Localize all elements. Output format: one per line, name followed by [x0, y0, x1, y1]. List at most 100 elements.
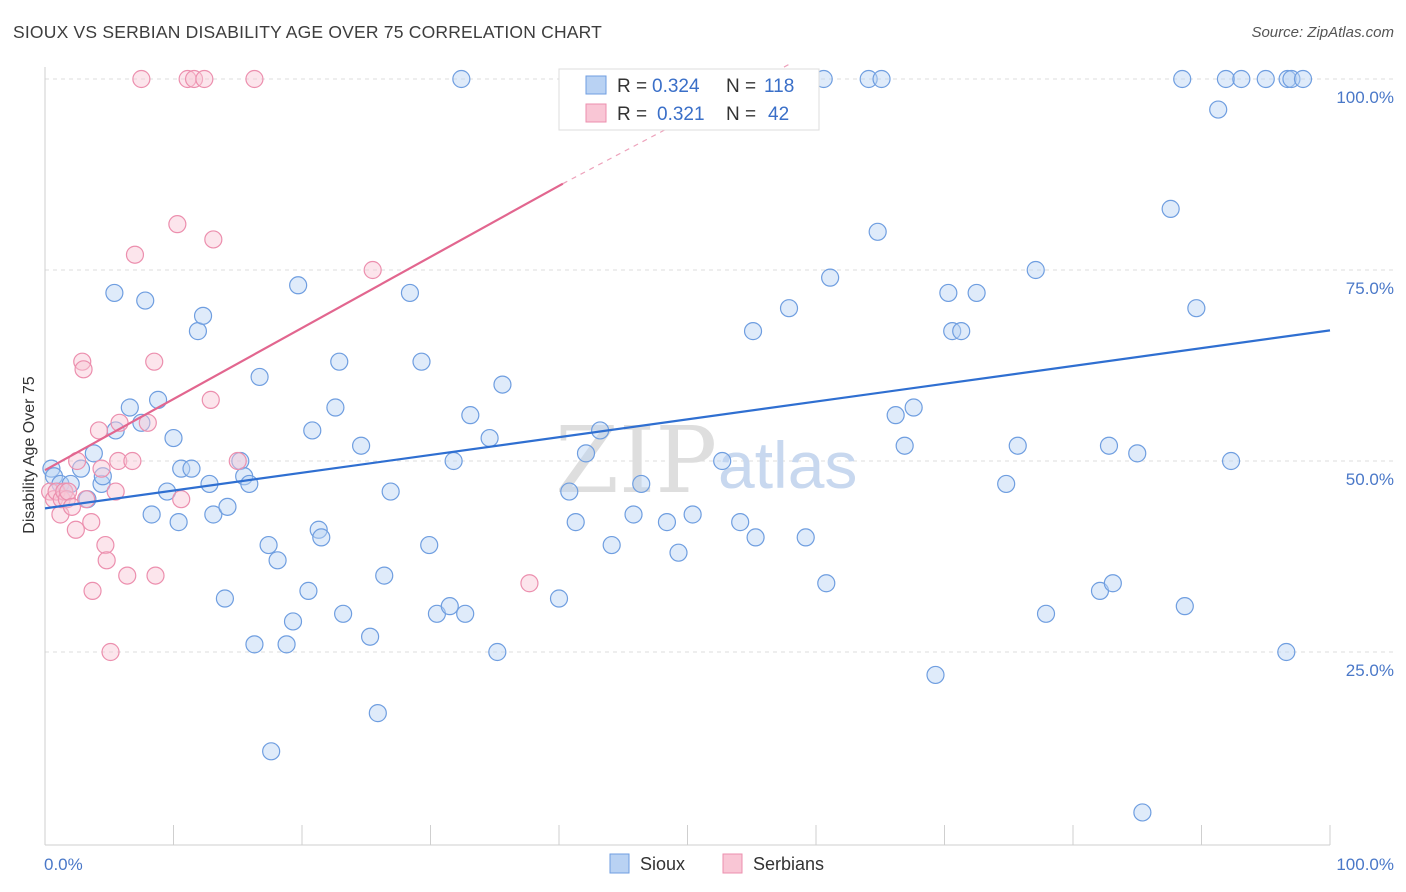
sioux-point-74 [713, 451, 732, 471]
serbians-point-37 [228, 451, 247, 471]
serbians-trendline [44, 182, 564, 472]
sioux-point-100 [1103, 574, 1122, 593]
sioux-point-55 [440, 597, 459, 616]
sioux-point-95 [1008, 436, 1027, 455]
serbians-point-27 [132, 69, 151, 89]
y-tick-label-50: 50.0% [1346, 470, 1394, 489]
y-axis-title: Disability Age Over 75 [21, 376, 38, 534]
serbians-point-16 [89, 421, 109, 440]
sioux-point-72 [669, 543, 688, 562]
serbians-point-34 [195, 69, 214, 89]
sioux-point-12 [120, 398, 139, 417]
x-tick-label-max: 100.0% [1336, 855, 1394, 874]
serbians-point-40 [520, 574, 539, 593]
gridlines [45, 78, 1394, 653]
sioux-point-58 [456, 604, 475, 623]
sioux-point-108 [1216, 69, 1236, 89]
sioux-point-71 [657, 513, 677, 532]
sioux-point-30 [240, 474, 259, 494]
sioux-point-49 [375, 566, 394, 585]
bottom-legend-swatch-sioux [609, 853, 630, 874]
serbians-point-24 [118, 566, 137, 585]
serbians-point-11 [73, 352, 92, 371]
sioux-point-85 [872, 69, 891, 89]
sioux-point-7 [84, 444, 103, 463]
serbians-point-26 [125, 245, 145, 264]
sioux-point-36 [277, 635, 296, 654]
sioux-point-50 [381, 482, 400, 501]
sioux-point-93 [967, 283, 986, 303]
sioux-point-44 [330, 352, 349, 371]
sioux-point-33 [259, 535, 278, 555]
serbians-point-14 [82, 513, 101, 532]
sioux-point-60 [480, 428, 499, 448]
serbians-point-38 [245, 69, 264, 89]
legend-n-label-sioux: N = [726, 76, 756, 97]
sioux-point-76 [743, 322, 763, 341]
sioux-point-73 [683, 505, 702, 524]
serbians-point-22 [109, 451, 128, 471]
sioux-point-38 [289, 276, 308, 295]
x-tick-labels: 0.0% 100.0% [44, 855, 1394, 874]
stats-legend: R = 0.324 N = 118 R = 0.321 N = 42 [558, 68, 820, 131]
sioux-point-32 [250, 367, 269, 387]
legend-n-value-serbians: 42 [768, 104, 789, 125]
sioux-point-70 [632, 474, 651, 494]
sioux-point-104 [1173, 69, 1192, 89]
legend-n-value-sioux: 118 [764, 76, 794, 97]
serbians-point-25 [123, 451, 142, 471]
serbians-point-12 [74, 360, 93, 379]
legend-r-label-serbians: R = [617, 104, 647, 125]
sioux-point-57 [452, 69, 471, 89]
sioux-point-88 [904, 398, 923, 417]
legend-swatch-serbians [585, 103, 607, 123]
sioux-point-39 [299, 581, 318, 600]
sioux-point-16 [148, 390, 168, 409]
sioux-point-83 [859, 69, 878, 89]
sioux-point-25 [204, 505, 223, 524]
sioux-point-101 [1128, 444, 1147, 463]
sioux-point-106 [1187, 299, 1206, 318]
sioux-point-97 [1036, 604, 1056, 623]
serbians-point-9 [66, 520, 85, 539]
sioux-point-68 [602, 535, 621, 555]
sioux-point-53 [420, 535, 439, 555]
sioux-point-92 [952, 322, 971, 341]
serbians-point-30 [146, 566, 165, 585]
serbians-point-21 [106, 482, 125, 501]
legend-r-label-sioux: R = [617, 76, 647, 97]
serbians-point-39 [363, 260, 382, 280]
serbians-point-36 [204, 230, 223, 249]
watermark-atlas: atlas [718, 428, 857, 502]
sioux-point-86 [886, 406, 905, 425]
sioux-point-15 [142, 505, 161, 524]
legend-r-value-sioux: 0.324 [652, 76, 700, 97]
y-tick-label-100: 100.0% [1336, 88, 1394, 107]
sioux-point-110 [1232, 69, 1251, 89]
sioux-point-109 [1221, 451, 1241, 471]
sioux-point-45 [334, 604, 353, 623]
sioux-point-99 [1099, 436, 1119, 455]
sioux-point-61 [488, 642, 507, 662]
bottom-legend-label-serbians: Serbians [753, 854, 824, 874]
sioux-point-35 [268, 551, 287, 570]
sioux-point-43 [326, 398, 345, 417]
serbians-point-33 [184, 69, 204, 89]
series-sioux [42, 69, 1313, 822]
sioux-point-102 [1133, 803, 1152, 822]
sioux-point-40 [303, 421, 322, 440]
sioux-point-96 [1026, 260, 1045, 280]
sioux-point-8 [92, 474, 111, 494]
y-tick-label-75: 75.0% [1346, 279, 1394, 298]
sioux-point-22 [188, 322, 208, 341]
sioux-point-42 [312, 528, 331, 547]
sioux-trendline [44, 329, 1331, 510]
source-credit: Source: ZipAtlas.com [1251, 24, 1394, 41]
sioux-point-56 [444, 451, 463, 471]
sioux-point-26 [215, 589, 234, 608]
sioux-point-65 [566, 513, 585, 532]
sioux-point-46 [352, 436, 371, 455]
legend-r-value-serbians: 0.321 [657, 104, 705, 125]
sioux-point-64 [560, 482, 579, 501]
y-tick-label-25: 25.0% [1346, 661, 1394, 680]
